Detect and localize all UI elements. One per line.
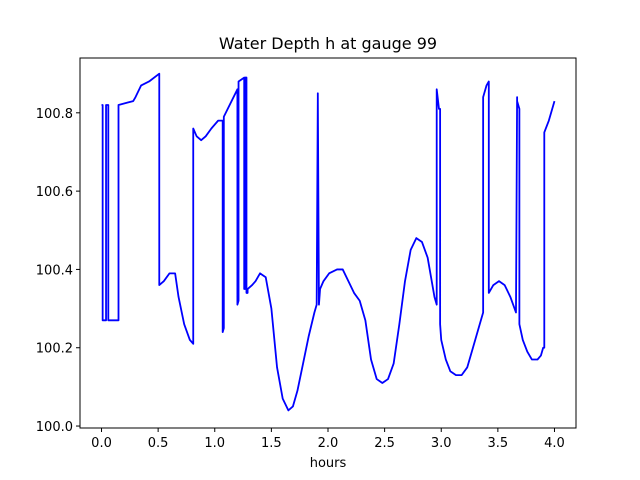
y-tick-label: 100.2 — [36, 342, 73, 357]
x-tick-label: 0.0 — [91, 436, 112, 451]
y-tick-label: 100.8 — [36, 107, 73, 122]
x-tick-label: 0.5 — [148, 436, 169, 451]
chart-title: Water Depth h at gauge 99 — [219, 34, 437, 53]
x-tick-label: 1.0 — [204, 436, 225, 451]
plot-frame — [79, 57, 577, 429]
x-tick-label: 2.0 — [318, 436, 339, 451]
y-tick-label: 100.6 — [36, 185, 73, 200]
x-tick-label: 3.5 — [488, 436, 509, 451]
x-tick-label: 1.5 — [261, 436, 282, 451]
x-axis-label: hours — [310, 456, 347, 471]
y-tick-label: 100.0 — [36, 420, 73, 435]
x-tick-label: 2.5 — [374, 436, 395, 451]
series-line-0 — [101, 72, 556, 412]
y-axis: 100.0 100.2 100.4 100.6 100.8 — [36, 107, 80, 435]
y-tick-label: 100.4 — [36, 263, 73, 278]
x-tick-label: 3.0 — [431, 436, 452, 451]
x-axis: 0.0 0.5 1.0 1.5 2.0 2.5 3.0 3.5 4.0 — [91, 428, 565, 451]
plot-area — [101, 72, 556, 412]
x-tick-label: 4.0 — [544, 436, 565, 451]
